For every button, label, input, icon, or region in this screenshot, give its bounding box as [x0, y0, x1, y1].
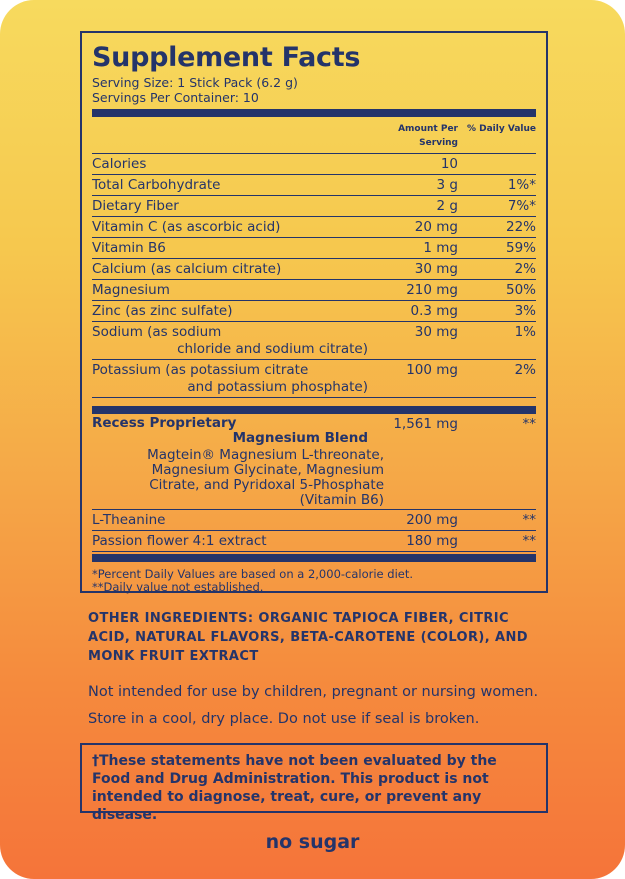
- amount: 0.3 mg: [410, 303, 458, 319]
- name-cell: Vitamin B6: [92, 240, 368, 257]
- name: Dietary Fiber: [92, 198, 179, 214]
- name-cell: Calories: [92, 156, 368, 173]
- daily-value: 22%: [505, 219, 536, 235]
- footnote: **Daily value not established.: [92, 580, 264, 594]
- name: Magnesium: [92, 282, 170, 298]
- warning: Store in a cool, dry place. Do not use i…: [88, 711, 480, 727]
- blend-ingredients: Magtein® Magnesium L-threonate, Magnesium…: [92, 446, 384, 508]
- name-cell: L-Theanine: [92, 512, 368, 529]
- rule: [92, 406, 536, 414]
- name-cell: Potassium (as potassium citrate and potas…: [92, 362, 368, 396]
- row: Vitamin C (as ascorbic acid) 20 mg 22%: [92, 217, 536, 238]
- serving-size: Serving Size: 1 Stick Pack (6.2 g): [92, 75, 298, 90]
- daily-value: 2%: [514, 362, 536, 378]
- ingredient: (Vitamin B6): [299, 492, 384, 508]
- amount: 3 g: [436, 177, 458, 193]
- amount: 20 mg: [414, 219, 458, 235]
- name: Vitamin B6: [92, 240, 166, 256]
- footnotes: *Percent Daily Values are based on a 2,0…: [92, 562, 536, 594]
- name: Vitamin C (as ascorbic acid): [92, 219, 281, 235]
- name-cell: Magnesium: [92, 282, 368, 299]
- warning: Not intended for use by children, pregna…: [88, 684, 539, 700]
- daily-value: 50%: [505, 282, 536, 298]
- amount: 2 g: [436, 198, 458, 214]
- col-dv: % Daily Value: [466, 124, 536, 134]
- name-cell: Zinc (as zinc sulfate): [92, 303, 368, 320]
- row: Passion flower 4:1 extract 180 mg **: [92, 531, 536, 552]
- row: Recess Proprietary Magnesium Blend Magtein…: [92, 414, 536, 510]
- name: Zinc (as zinc sulfate): [92, 303, 233, 319]
- amount: 200 mg: [406, 512, 458, 528]
- row: Calcium (as calcium citrate) 30 mg 2%: [92, 259, 536, 280]
- daily-value: **: [522, 533, 537, 549]
- row: Potassium (as potassium citrate and potas…: [92, 360, 536, 398]
- daily-value: 1%: [514, 324, 536, 340]
- row: Magnesium 210 mg 50%: [92, 280, 536, 301]
- name-cell: Passion flower 4:1 extract: [92, 533, 368, 550]
- name: and potassium phosphate): [187, 379, 368, 395]
- row: Sodium (as sodium chloride and sodium cit…: [92, 322, 536, 360]
- row: Vitamin B6 1 mg 59%: [92, 238, 536, 259]
- name: Magnesium Blend: [232, 430, 368, 446]
- row: Calories 10: [92, 154, 536, 175]
- empty-cell: [458, 156, 536, 173]
- name: Recess Proprietary: [92, 415, 237, 431]
- amount: 1,561 mg: [393, 416, 458, 432]
- supplement-facts: Supplement Facts Serving Size: 1 Stick P…: [80, 31, 548, 594]
- daily-value: 59%: [505, 240, 536, 256]
- footnote: *Percent Daily Values are based on a 2,0…: [92, 567, 414, 581]
- name: Sodium (as sodium: [92, 324, 222, 340]
- name-cell: Sodium (as sodium chloride and sodium cit…: [92, 324, 368, 358]
- name-cell: Total Carbohydrate: [92, 177, 368, 194]
- name: Total Carbohydrate: [92, 177, 221, 193]
- name: Calcium (as calcium citrate): [92, 261, 282, 277]
- name: Passion flower 4:1 extract: [92, 533, 267, 549]
- name: Calories: [92, 156, 147, 172]
- daily-value: 1%*: [507, 177, 536, 193]
- name-cell: Recess Proprietary Magnesium Blend Magtein…: [92, 415, 384, 508]
- amount: 100 mg: [406, 362, 458, 378]
- daily-value: **: [522, 512, 537, 528]
- servings: Servings Per Container: 10: [92, 90, 259, 105]
- row: Dietary Fiber 2 g 7%*: [92, 196, 536, 217]
- name-cell: Dietary Fiber: [92, 198, 368, 215]
- row: Zinc (as zinc sulfate) 0.3 mg 3%: [92, 301, 536, 322]
- daily-value: 7%*: [507, 198, 536, 214]
- amount: 30 mg: [414, 261, 458, 277]
- rule: [92, 109, 536, 117]
- column-header: Amount Per Serving % Daily Value: [92, 117, 536, 154]
- name: L-Theanine: [92, 512, 166, 528]
- other-ingredients: OTHER INGREDIENTS: ORGANIC TAPIOCA FIBER…: [88, 611, 528, 664]
- blend: Recess Proprietary Magnesium Blend Magtein…: [92, 414, 536, 510]
- name: chloride and sodium citrate): [177, 341, 368, 357]
- nutrients: Calories 10 Total Carbohydrate 3 g 1%* Dietar…: [92, 154, 536, 398]
- rule: [92, 554, 536, 562]
- col-amount: Amount Per Serving: [398, 124, 458, 148]
- disclaimer: †These statements have not been evaluate…: [80, 743, 548, 823]
- amount: 10: [440, 156, 458, 172]
- ingredient: Magnesium Glycinate, Magnesium: [151, 462, 384, 478]
- amount: 210 mg: [406, 282, 458, 298]
- amount: 30 mg: [414, 324, 458, 340]
- title: Supplement Facts: [92, 42, 361, 73]
- ingredient: Magtein® Magnesium L-threonate,: [147, 447, 384, 463]
- name-cell: Calcium (as calcium citrate): [92, 261, 368, 278]
- tagline: no sugar: [265, 831, 360, 853]
- daily-value: 3%: [514, 303, 536, 319]
- amount: 180 mg: [406, 533, 458, 549]
- name: Potassium (as potassium citrate: [92, 362, 309, 378]
- daily-value: 2%: [514, 261, 536, 277]
- name-cell: Vitamin C (as ascorbic acid): [92, 219, 368, 236]
- row: L-Theanine 200 mg **: [92, 510, 536, 531]
- ingredient: Citrate, and Pyridoxal 5-Phosphate: [149, 477, 384, 493]
- others: L-Theanine 200 mg ** Passion flower 4:1 ext…: [92, 510, 536, 552]
- amount: 1 mg: [423, 240, 458, 256]
- daily-value: **: [522, 416, 537, 432]
- row: Total Carbohydrate 3 g 1%*: [92, 175, 536, 196]
